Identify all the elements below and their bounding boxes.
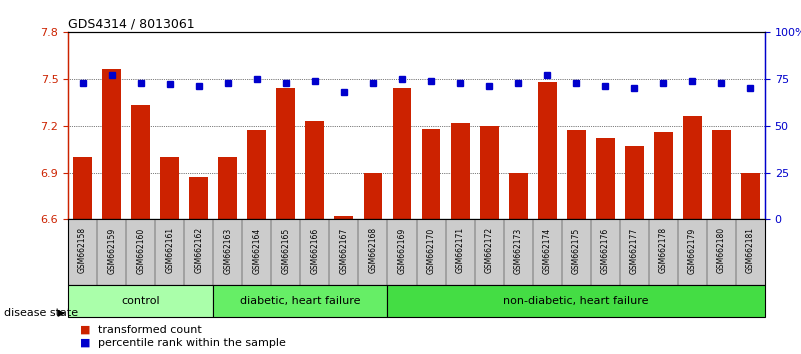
Bar (388, 285, 765, 317)
Text: ■: ■ (80, 338, 91, 348)
Bar (189, 177, 208, 219)
Bar (480, 126, 498, 219)
Bar (509, 172, 528, 219)
Text: GSM662165: GSM662165 (281, 227, 290, 274)
Bar (276, 88, 296, 219)
Text: GSM662173: GSM662173 (513, 227, 522, 274)
Bar (654, 132, 673, 219)
Text: GSM662180: GSM662180 (717, 227, 726, 273)
Bar (421, 129, 441, 219)
Bar (537, 82, 557, 219)
Bar (364, 172, 382, 219)
Text: GSM662159: GSM662159 (107, 227, 116, 274)
Text: diabetic, heart failure: diabetic, heart failure (240, 296, 360, 306)
Text: GSM662164: GSM662164 (252, 227, 261, 274)
Text: GSM662179: GSM662179 (688, 227, 697, 274)
Text: GSM662174: GSM662174 (543, 227, 552, 274)
Text: GSM662175: GSM662175 (572, 227, 581, 274)
Bar (248, 130, 266, 219)
Text: GSM662169: GSM662169 (397, 227, 406, 274)
Text: GSM662160: GSM662160 (136, 227, 145, 274)
Text: GSM662158: GSM662158 (78, 227, 87, 273)
Bar (335, 216, 353, 219)
Text: GSM662161: GSM662161 (165, 227, 174, 273)
Text: GSM662176: GSM662176 (601, 227, 610, 274)
Bar (596, 138, 614, 219)
Text: GSM662167: GSM662167 (340, 227, 348, 274)
Bar (219, 157, 237, 219)
Text: ■: ■ (80, 325, 91, 335)
Text: non-diabetic, heart failure: non-diabetic, heart failure (504, 296, 649, 306)
Text: transformed count: transformed count (98, 325, 202, 335)
Bar (305, 121, 324, 219)
Text: GSM662171: GSM662171 (456, 227, 465, 273)
Text: GSM662178: GSM662178 (659, 227, 668, 273)
Text: control: control (122, 296, 160, 306)
Text: GSM662166: GSM662166 (311, 227, 320, 274)
Bar (567, 130, 586, 219)
Bar (68, 285, 213, 317)
Bar (213, 285, 388, 317)
Bar (712, 130, 731, 219)
Text: GDS4314 / 8013061: GDS4314 / 8013061 (68, 18, 195, 31)
Bar (741, 172, 760, 219)
Bar (73, 157, 92, 219)
Text: GSM662181: GSM662181 (746, 227, 755, 273)
Bar (451, 122, 469, 219)
Bar (131, 105, 150, 219)
Text: GSM662162: GSM662162 (195, 227, 203, 273)
Text: GSM662163: GSM662163 (223, 227, 232, 274)
Text: GSM662170: GSM662170 (427, 227, 436, 274)
Text: GSM662177: GSM662177 (630, 227, 638, 274)
Bar (160, 157, 179, 219)
Text: GSM662172: GSM662172 (485, 227, 493, 273)
Text: disease state: disease state (4, 308, 78, 318)
Bar (392, 88, 412, 219)
Text: percentile rank within the sample: percentile rank within the sample (98, 338, 286, 348)
Bar (625, 146, 644, 219)
Bar (683, 116, 702, 219)
Text: GSM662168: GSM662168 (368, 227, 377, 273)
Bar (103, 69, 121, 219)
